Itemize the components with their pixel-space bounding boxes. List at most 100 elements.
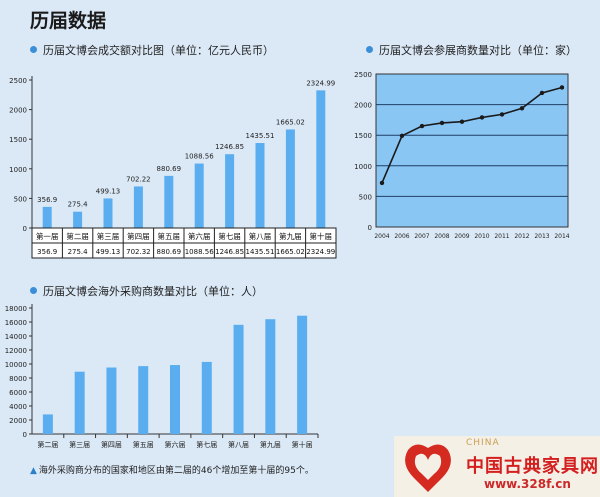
chart1-bar — [225, 154, 235, 228]
chart1-category-label: 第四届 — [127, 231, 150, 241]
chart1-y-tick-label: 2000 — [9, 107, 27, 115]
chart3-category-label: 第五届 — [133, 440, 154, 449]
chart1-bar — [255, 143, 265, 228]
chart2-x-tick-label: 2006 — [394, 233, 409, 240]
exhibitor-line-chart: 0 500 1000 1500 2000 2500 2004 2006 2007 2008 2009… — [354, 71, 570, 240]
chart3-category-label: 第九届 — [260, 440, 281, 449]
chart3-y-tick-label: 0 — [23, 431, 27, 439]
chart2-point — [459, 119, 465, 124]
watermark-name: 中国古典家具网 — [466, 456, 599, 477]
chart1-data-label: 1088.56 — [185, 153, 214, 161]
chart2-title: 历届文博会参展商数量对比（单位：家） — [366, 42, 577, 58]
chart1-category-label: 第五届 — [158, 231, 181, 241]
chart2-x-tick-label: 2011 — [494, 233, 509, 240]
chart3-bar — [201, 361, 212, 434]
chart2-y-tick-label: 1000 — [354, 163, 372, 171]
chart3-y-tick-label: 16000 — [5, 319, 27, 327]
chart2-series-line — [381, 86, 563, 184]
chart2-point — [379, 180, 385, 186]
chart2-x-tick-label: 2014 — [554, 233, 569, 240]
chart1-category-label: 第八届 — [249, 231, 272, 241]
chart1-bar — [42, 206, 52, 228]
chart1-y-tick-label: 2500 — [9, 77, 27, 85]
watermark-logo: CHINA 中国古典家具网 www.328f.cn — [394, 436, 600, 497]
chart1-category-label: 第三届 — [97, 231, 120, 241]
chart1-table-value: 499.13 — [96, 248, 121, 256]
chart2-y-tick-label: 2000 — [354, 102, 372, 110]
chart1-bar — [285, 129, 295, 228]
chart1-bar — [316, 90, 326, 228]
watermark-china: CHINA — [466, 438, 500, 448]
triangle-icon: ▲ — [30, 466, 37, 476]
chart1-data-label: 880.69 — [157, 165, 182, 173]
chart2-y-tick-label: 1500 — [354, 132, 372, 140]
chart1-y-tick-label: 1000 — [9, 166, 27, 174]
chart2-y-tick-label: 2500 — [354, 71, 372, 79]
chart1-data-label: 1665.02 — [276, 118, 305, 126]
chart3-bar — [74, 371, 85, 434]
chart2-x-tick-label: 2013 — [534, 233, 549, 240]
chart3-category-label: 第十届 — [292, 440, 313, 449]
bullet-icon — [366, 46, 373, 53]
chart1-title: 历届文博会成交额对比图（单位：亿元人民币） — [30, 42, 274, 58]
chart3-category-label: 第七届 — [196, 440, 217, 449]
chart2-point — [479, 115, 485, 120]
chart1-data-label: 356.9 — [37, 196, 57, 204]
chart3-category-label: 第六届 — [165, 440, 186, 449]
chart1-category-label: 第一届 — [36, 231, 59, 241]
chart1-data-label: 275.4 — [68, 201, 89, 209]
chart3-bar — [106, 367, 117, 434]
chart3-category-label: 第二届 — [37, 440, 58, 449]
chart2-point — [419, 123, 425, 129]
chart1-category-label: 第十届 — [310, 231, 333, 241]
chart1-table-value: 702.32 — [126, 248, 151, 256]
chart3-y-tick-label: 10000 — [5, 361, 27, 369]
chart2-x-tick-label: 2009 — [454, 233, 469, 240]
chart2-point — [499, 112, 505, 117]
chart1-bar — [194, 163, 204, 228]
chart3-y-tick-label: 12000 — [5, 347, 27, 355]
chart1-table-value: 1435.51 — [246, 248, 275, 256]
logo-emblem-icon — [405, 444, 451, 492]
page-title: 历届数据 — [30, 10, 107, 32]
chart1-category-label: 第六届 — [188, 231, 211, 241]
chart1-data-label: 2324.99 — [306, 79, 335, 87]
chart3-title: 历届文博会海外采购商数量对比（单位：人） — [30, 283, 263, 299]
chart2-point — [439, 120, 445, 126]
chart3-y-tick-label: 18000 — [5, 305, 27, 313]
chart2-x-tick-label: 2004 — [374, 233, 389, 240]
chart3-y-tick-label: 6000 — [9, 389, 27, 397]
chart1-table-value: 1665.02 — [276, 248, 305, 256]
chart2-point — [539, 90, 545, 96]
buyer-bar-chart: 0 2000 4000 6000 8000 10000 12000 14000 16000 180… — [5, 304, 319, 449]
chart1-bar — [164, 175, 174, 228]
chart3-category-label: 第四届 — [101, 440, 122, 449]
chart2-x-tick-label: 2012 — [514, 233, 529, 240]
chart2-plot-area — [375, 73, 569, 228]
chart3-y-tick-label: 14000 — [5, 333, 27, 341]
chart3-bar — [42, 414, 53, 434]
chart1-table-value: 275.4 — [68, 248, 89, 256]
chart2-point — [559, 85, 565, 90]
chart3-y-tick-label: 4000 — [9, 403, 27, 411]
chart1-table-value: 1246.85 — [215, 248, 244, 256]
chart1-table-value: 880.69 — [157, 248, 182, 256]
chart3-bar — [233, 324, 244, 434]
chart3-bar — [170, 365, 180, 434]
watermark-url: www.328f.cn — [484, 477, 571, 491]
chart3-bar — [297, 315, 308, 434]
chart1-bar — [103, 198, 113, 228]
chart3-bar — [138, 366, 149, 434]
chart1-bar — [73, 211, 83, 228]
bullet-icon — [30, 287, 37, 294]
chart3-y-tick-label: 8000 — [9, 375, 27, 383]
chart3-category-label: 第三届 — [69, 440, 90, 449]
chart1-data-label: 1246.85 — [215, 143, 244, 151]
chart2-point — [399, 133, 405, 139]
chart1-y-tick-label: 0 — [23, 225, 27, 233]
chart2-point — [519, 106, 525, 111]
chart1-category-label: 第九届 — [279, 231, 302, 241]
chart1-data-label: 1435.51 — [246, 132, 275, 140]
chart1-table-value: 1088.56 — [185, 248, 214, 256]
chart1-bar — [133, 186, 143, 228]
